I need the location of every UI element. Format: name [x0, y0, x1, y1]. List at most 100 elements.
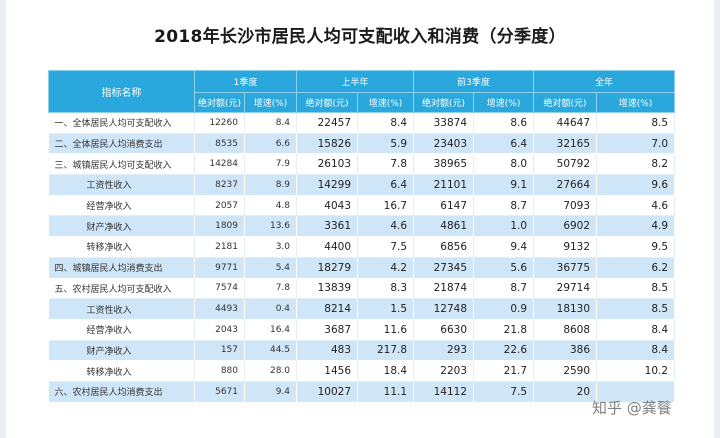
indicator-name-cell: 经营净收入	[48, 319, 195, 341]
income-consumption-table: 指标名称 1季度 上半年 前3季度 全年 绝对额(元) 增速(%) 绝对额(元)…	[48, 70, 676, 403]
q3-growth-cell: 7.5	[473, 381, 535, 403]
indicator-name-cell: 转移净收入	[48, 360, 195, 382]
growth-header: 增速(%)	[357, 92, 415, 113]
indicator-name-cell: 二、全体居民人均消费支出	[48, 133, 195, 155]
year-abs-cell: 386	[533, 340, 598, 362]
q3-abs-cell: 293	[413, 340, 475, 362]
year-growth-cell: 8.4	[596, 340, 676, 362]
q3-abs-cell: 21101	[413, 174, 475, 196]
period-header-q1: 1季度	[193, 70, 298, 93]
year-abs-cell: 18130	[533, 298, 598, 320]
table-row: 经营净收入 2057 4.8 4043 16.7 6147 8.7 7093 4.6	[48, 195, 676, 217]
q1-abs-cell: 14284	[194, 153, 245, 176]
growth-header: 增速(%)	[473, 92, 535, 113]
h1-abs-cell: 18279	[296, 257, 359, 279]
period-header-q3: 前3季度	[413, 70, 535, 93]
h1-growth-cell: 217.8	[357, 340, 415, 362]
year-growth-cell: 9.6	[596, 174, 676, 196]
table-row: 经营净收入 2043 16.4 3687 11.6 6630 21.8 8608 8.4	[48, 319, 676, 341]
q1-abs-cell: 4493	[194, 298, 245, 320]
year-abs-cell: 27664	[533, 174, 598, 196]
q3-growth-cell: 1.0	[473, 215, 535, 238]
year-growth-cell: 10.2	[596, 360, 676, 382]
q3-growth-cell: 6.4	[473, 133, 535, 155]
right-border	[714, 0, 720, 438]
year-abs-cell: 2590	[533, 360, 598, 382]
q3-abs-cell: 27345	[413, 257, 475, 279]
indicator-name-cell: 工资性收入	[48, 174, 195, 196]
indicator-name-cell: 三、城镇居民人均可支配收入	[48, 153, 195, 176]
q1-abs-cell: 2043	[194, 319, 245, 341]
h1-abs-cell: 10027	[296, 381, 359, 403]
year-growth-cell: 8.5	[596, 298, 676, 320]
indicator-name-cell: 转移净收入	[48, 236, 195, 258]
year-growth-cell: 6.2	[596, 257, 676, 279]
h1-abs-cell: 1456	[296, 360, 359, 382]
h1-growth-cell: 11.1	[357, 381, 415, 403]
q1-abs-cell: 12260	[194, 112, 245, 134]
table-row: 财产净收入 1809 13.6 3361 4.6 4861 1.0 6902 4.9	[48, 215, 676, 238]
q3-abs-cell: 6856	[413, 236, 475, 258]
year-growth-cell: 4.6	[596, 195, 676, 217]
q3-growth-cell: 8.7	[473, 195, 535, 217]
q3-growth-cell: 9.4	[473, 236, 535, 258]
year-abs-cell: 9132	[533, 236, 598, 258]
q1-abs-cell: 8535	[194, 133, 245, 155]
q3-abs-cell: 6630	[413, 319, 475, 341]
q3-growth-cell: 22.6	[473, 340, 535, 362]
period-header-year: 全年	[533, 70, 676, 93]
watermark: 知乎 @龚餮	[592, 399, 672, 417]
growth-header: 增速(%)	[243, 92, 298, 113]
page-title: 2018年长沙市居民人均可支配收入和消费（分季度）	[154, 27, 566, 47]
table-row: 五、农村居民人均可支配收入 7574 7.8 13839 8.3 21874 8.7 2971…	[48, 278, 676, 300]
q1-abs-cell: 1809	[194, 215, 245, 238]
h1-abs-cell: 3361	[296, 215, 359, 238]
h1-abs-cell: 15826	[296, 133, 359, 155]
year-abs-cell: 36775	[533, 257, 598, 279]
h1-growth-cell: 5.9	[357, 133, 415, 155]
year-growth-cell: 8.5	[596, 278, 676, 300]
q1-growth-cell: 4.8	[244, 195, 298, 217]
q1-growth-cell: 9.4	[244, 381, 298, 403]
q3-growth-cell: 21.7	[473, 360, 535, 382]
q3-abs-cell: 12748	[413, 298, 475, 320]
indicator-name-cell: 一、全体居民人均可支配收入	[48, 112, 195, 134]
period-header-h1: 上半年	[296, 70, 415, 93]
table-row: 一、全体居民人均可支配收入 12260 8.4 22457 8.4 33874 8.6 446…	[48, 112, 676, 134]
abs-header: 绝对额(元)	[533, 92, 598, 113]
year-growth-cell: 8.5	[596, 112, 676, 134]
q1-growth-cell: 16.4	[244, 319, 298, 341]
indicator-name-cell: 工资性收入	[48, 298, 195, 320]
q1-growth-cell: 44.5	[244, 340, 298, 362]
q3-growth-cell: 8.0	[473, 153, 535, 176]
q3-abs-cell: 6147	[413, 195, 475, 217]
table-row: 工资性收入 8237 8.9 14299 6.4 21101 9.1 27664 9.6	[48, 174, 676, 196]
h1-abs-cell: 483	[296, 340, 359, 362]
year-abs-cell: 32165	[533, 133, 598, 155]
table-row: 工资性收入 4493 0.4 8214 1.5 12748 0.9 18130 8.5	[48, 298, 676, 320]
h1-abs-cell: 4043	[296, 195, 359, 217]
indicator-name-cell: 财产净收入	[48, 215, 195, 238]
q3-growth-cell: 8.6	[473, 112, 535, 134]
q3-growth-cell: 9.1	[473, 174, 535, 196]
q3-growth-cell: 0.9	[473, 298, 535, 320]
q1-growth-cell: 13.6	[244, 215, 298, 238]
q1-abs-cell: 9771	[194, 257, 245, 279]
q1-growth-cell: 0.4	[244, 298, 298, 320]
q3-abs-cell: 21874	[413, 278, 475, 300]
h1-growth-cell: 6.4	[357, 174, 415, 196]
year-abs-cell: 8608	[533, 319, 598, 341]
abs-header: 绝对额(元)	[296, 92, 359, 113]
table-row: 四、城镇居民人均消费支出 9771 5.4 18279 4.2 27345 5.6 36775…	[48, 257, 676, 279]
year-abs-cell: 20	[533, 381, 598, 403]
h1-growth-cell: 16.7	[357, 195, 415, 217]
q1-growth-cell: 6.6	[244, 133, 298, 155]
q1-abs-cell: 157	[194, 340, 245, 362]
q1-growth-cell: 7.8	[244, 278, 298, 300]
abs-header: 绝对额(元)	[194, 92, 245, 113]
h1-abs-cell: 26103	[296, 153, 359, 176]
h1-growth-cell: 8.3	[357, 278, 415, 300]
h1-growth-cell: 11.6	[357, 319, 415, 341]
table-row: 六、农村居民人均消费支出 5671 9.4 10027 11.1 14112 7.5 20	[48, 381, 676, 403]
year-growth-cell: 7.0	[596, 133, 676, 155]
